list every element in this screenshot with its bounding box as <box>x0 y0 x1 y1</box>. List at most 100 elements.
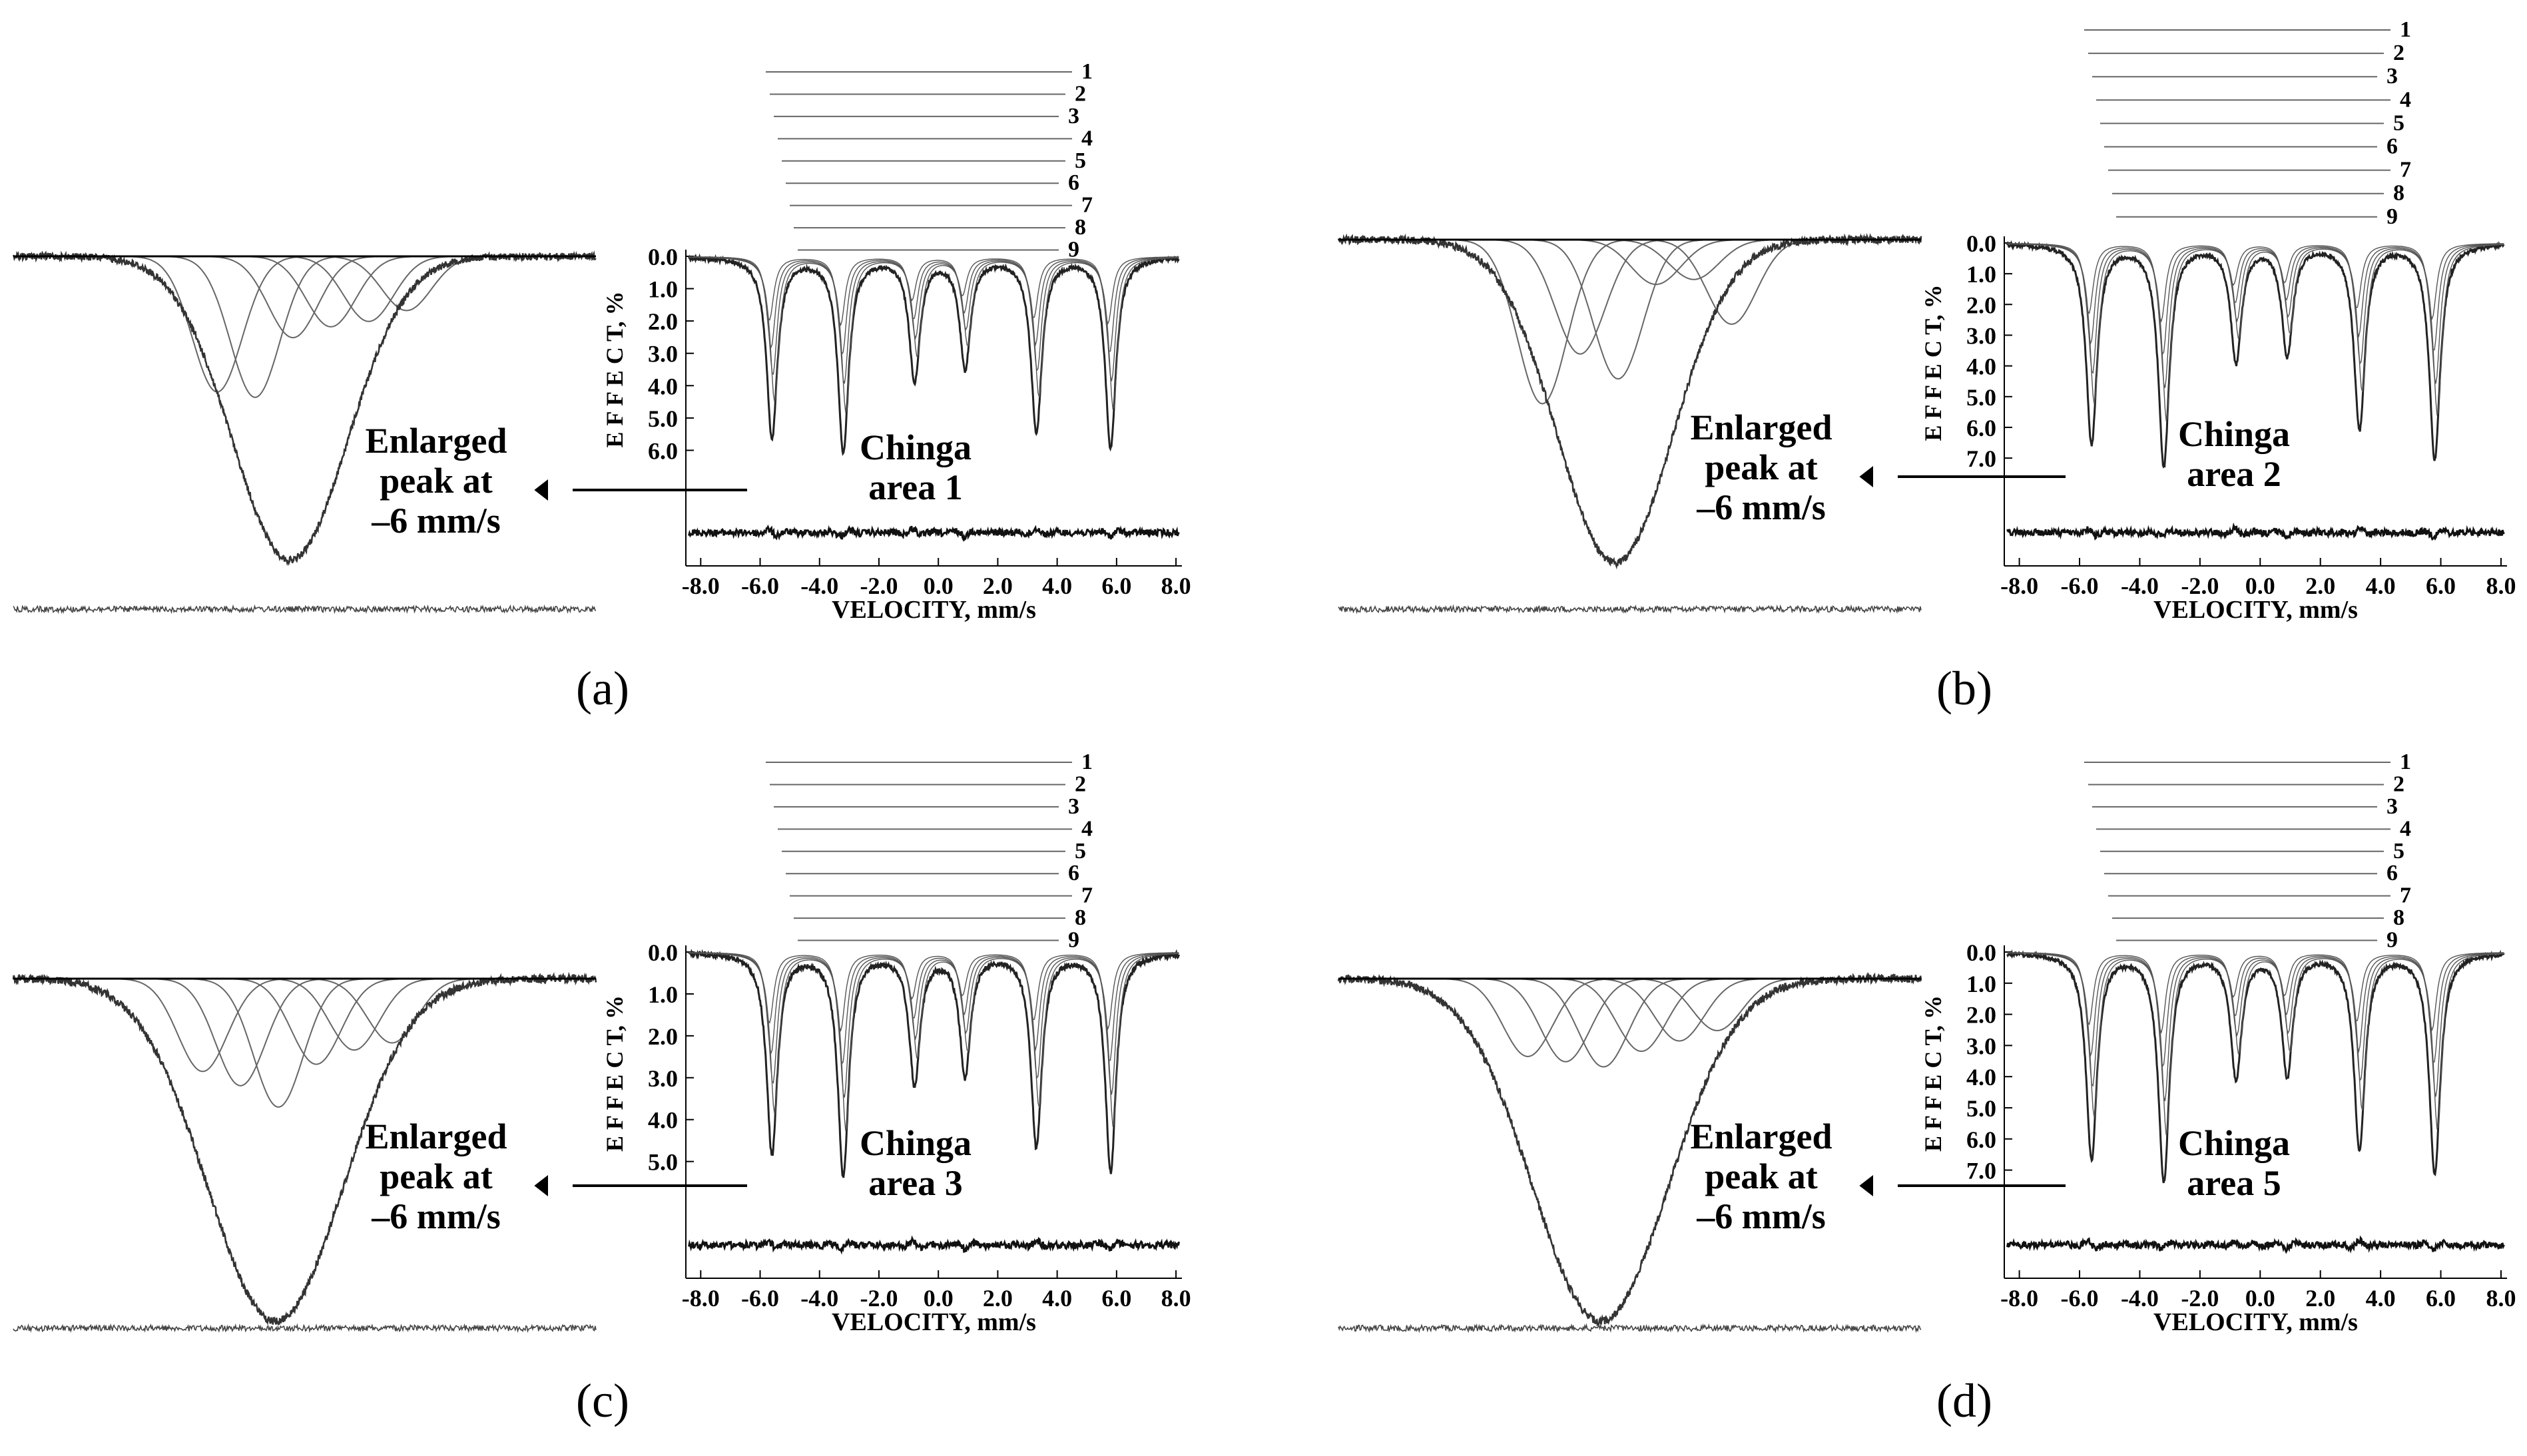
y-axis-label: E F F E C T, % <box>601 291 628 447</box>
subspectrum-label: 2 <box>1075 81 1086 106</box>
enlarged-component-5 <box>1338 978 1921 1042</box>
y-tick-label: 1.0 <box>1966 261 1996 288</box>
spectrum-residual-trace <box>688 1235 1180 1255</box>
subspectrum-label: 7 <box>2400 158 2411 182</box>
x-tick-label: -2.0 <box>2181 1285 2219 1312</box>
spectrum-component-1 <box>2007 243 2504 323</box>
subspectrum-label: 3 <box>1068 104 1079 128</box>
enlarged-label-line3: –6 mm/s <box>1696 487 1825 527</box>
panel-label: (d) <box>1936 1374 1992 1427</box>
arrow-head <box>1859 465 1873 488</box>
subspectrum-label: 2 <box>1075 772 1086 796</box>
subspectrum-label: 5 <box>1075 839 1086 863</box>
x-tick-label: 8.0 <box>1161 1285 1191 1312</box>
enlarged-residual-trace <box>1338 1323 1922 1334</box>
x-tick-label: 6.0 <box>2426 573 2456 599</box>
y-tick-label: 2.0 <box>1966 1002 1996 1029</box>
spectrum-component-4 <box>2007 243 2504 421</box>
subspectrum-label: 4 <box>2400 87 2411 112</box>
x-tick-label: 2.0 <box>983 1285 1013 1312</box>
subspectrum-label: 1 <box>2400 17 2411 42</box>
enlarged-component-3 <box>1338 239 1921 380</box>
y-tick-label: 5.0 <box>648 405 678 432</box>
enlarged-component-1 <box>13 256 596 393</box>
panel-c: 0.0 1.0 2.0 3.0 4.0 5.0 -8.0 -6.0 -4.0 -2.0 0.0 2.0… <box>12 750 1191 1427</box>
y-tick-label: 3.0 <box>648 341 678 367</box>
enlarged-component-4 <box>1338 239 1921 286</box>
arrow-head <box>534 1174 548 1197</box>
subspectrum-label: 1 <box>2400 750 2411 774</box>
sample-label-line1: Chinga <box>860 1123 972 1163</box>
x-tick-label: -4.0 <box>800 573 838 599</box>
panel-label: (a) <box>576 662 629 715</box>
panel-d: 0.0 1.0 2.0 3.0 4.0 5.0 6.0 7.0 -8.0 -6.0 -4.0 -2.0… <box>1337 750 2516 1427</box>
x-tick-label: 8.0 <box>2486 1285 2516 1312</box>
subspectrum-label: 6 <box>1068 861 1079 885</box>
y-tick-label: 0.0 <box>648 244 678 270</box>
x-tick-label: 4.0 <box>1042 1285 1072 1312</box>
x-axis-label: VELOCITY, mm/s <box>832 596 1036 624</box>
subspectrum-label: 8 <box>1075 215 1086 240</box>
subspectrum-label: 7 <box>1081 193 1093 218</box>
enlarged-component-2 <box>1338 239 1921 355</box>
subspectrum-label: 5 <box>2393 111 2404 135</box>
x-tick-label: 2.0 <box>2305 573 2335 599</box>
x-tick-label: 0.0 <box>924 573 954 599</box>
x-tick-label: -6.0 <box>2061 573 2099 599</box>
panel-a: 0.0 1.0 2.0 3.0 4.0 5.0 6.0 -8.0 -6.0 -4.0 -2.0 0.0… <box>12 59 1191 715</box>
enlarged-component-5 <box>13 256 596 322</box>
enlarged-label-line2: peak at <box>380 461 493 501</box>
subspectrum-label: 9 <box>2387 928 2398 953</box>
enlarged-component-2 <box>13 256 596 398</box>
enlarged-component-3 <box>13 978 596 1108</box>
subspectrum-label: 3 <box>1068 794 1079 819</box>
enlarged-label-line3: –6 mm/s <box>371 1196 500 1236</box>
spectrum-data-trace <box>688 949 1180 1178</box>
panel-b: 0.0 1.0 2.0 3.0 4.0 5.0 6.0 7.0 -8.0 -6.0 -4.0 -2.0… <box>1337 17 2516 715</box>
x-tick-label: 6.0 <box>1101 573 1131 599</box>
y-tick-label: 4.0 <box>648 373 678 399</box>
enlarged-component-2 <box>13 978 596 1087</box>
spectrum-component-4 <box>689 952 1179 1131</box>
spectrum-residual-trace <box>2006 522 2505 541</box>
subspectrum-label: 6 <box>2387 861 2398 885</box>
y-tick-label: 1.0 <box>648 276 678 303</box>
subspectrum-label: 3 <box>2387 64 2398 89</box>
x-tick-label: 2.0 <box>983 573 1013 599</box>
y-tick-label: 6.0 <box>1966 415 1996 441</box>
subspectrum-label: 8 <box>2393 181 2404 206</box>
y-axis-label: E F F E C T, % <box>601 995 628 1152</box>
x-tick-label: -2.0 <box>860 1285 898 1312</box>
y-tick-label: 5.0 <box>648 1149 678 1176</box>
y-tick-label: 6.0 <box>1966 1126 1996 1153</box>
subspectrum-label: 9 <box>2387 204 2398 229</box>
sample-label-line2: area 2 <box>2187 454 2281 494</box>
y-tick-label: 3.0 <box>1966 322 1996 349</box>
y-tick-label: 6.0 <box>648 437 678 464</box>
y-tick-label: 0.0 <box>1966 939 1996 966</box>
x-tick-label: 0.0 <box>2245 573 2275 599</box>
spectrum-component-1 <box>689 256 1179 326</box>
enlarged-component-6 <box>13 256 596 312</box>
y-tick-label: 4.0 <box>1966 1064 1996 1091</box>
x-tick-label: -8.0 <box>2000 573 2038 599</box>
sample-label-line2: area 3 <box>868 1163 962 1203</box>
x-tick-label: -2.0 <box>2181 573 2219 599</box>
spectrum-component-4 <box>689 256 1179 413</box>
x-tick-label: 4.0 <box>2366 1285 2396 1312</box>
subspectrum-label: 4 <box>1081 126 1093 150</box>
subspectrum-label: 1 <box>1081 750 1093 774</box>
sample-label-line2: area 5 <box>2187 1163 2281 1203</box>
enlarged-label-line1: Enlarged <box>1690 1116 1832 1156</box>
subspectrum-label: 1 <box>1081 59 1093 84</box>
x-tick-label: -2.0 <box>860 573 898 599</box>
arrow-head <box>1859 1174 1873 1197</box>
y-tick-label: 3.0 <box>1966 1033 1996 1059</box>
sample-label-line1: Chinga <box>2178 414 2290 454</box>
x-tick-label: 4.0 <box>1042 573 1072 599</box>
subspectrum-label: 9 <box>1068 238 1079 262</box>
subspectrum-label: 6 <box>2387 134 2398 159</box>
y-tick-label: 4.0 <box>648 1107 678 1134</box>
x-axis-label: VELOCITY, mm/s <box>832 1308 1036 1336</box>
x-tick-label: 6.0 <box>1101 1285 1131 1312</box>
